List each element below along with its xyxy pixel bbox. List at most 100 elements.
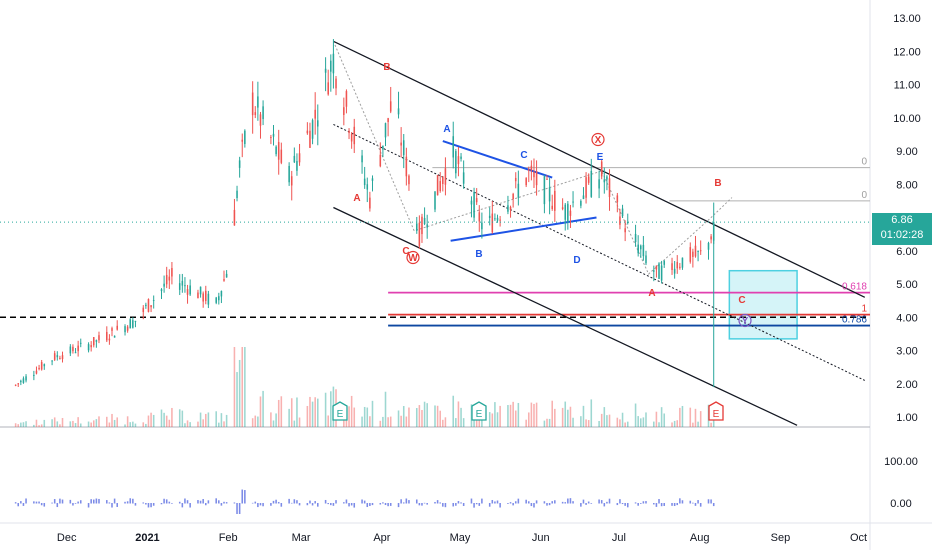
volume-bar [87, 421, 90, 427]
oscillator-bar [603, 503, 606, 507]
candle-body [382, 145, 384, 150]
time-tick: Jun [532, 532, 550, 544]
oscillator-bar [220, 503, 223, 506]
oscillator-axis: 100.00 0.00 [884, 456, 918, 510]
oscillator-tick: 0.00 [890, 498, 911, 510]
oscillator-bar [561, 501, 564, 504]
time-tick: Dec [57, 532, 77, 544]
candle-body [74, 352, 77, 354]
oscillator-bar [56, 503, 59, 508]
oscillator-bar [293, 499, 296, 504]
candle-body [92, 337, 95, 346]
oscillator-bar [290, 502, 293, 504]
volume-bar [491, 413, 494, 427]
volume-bar [616, 417, 619, 427]
candle-body [257, 96, 259, 108]
volume-bar [692, 422, 694, 427]
oscillator-bar [317, 503, 319, 507]
volume-bar [238, 359, 241, 427]
candle-body [79, 342, 82, 344]
price-tick: 9.00 [896, 146, 917, 158]
volume-bar [507, 405, 509, 427]
oscillator-bar [694, 503, 697, 506]
oscillator-bar [397, 503, 400, 508]
candle-body [108, 338, 111, 341]
candle-body [160, 289, 163, 292]
volume-bar [348, 406, 350, 427]
oscillator-bar [639, 503, 642, 504]
volume-bar [124, 424, 126, 427]
volume-bar [400, 415, 402, 427]
volume-bar [488, 412, 491, 427]
volume-bar [186, 420, 189, 427]
candle-body [554, 190, 556, 211]
volume-bar [689, 407, 692, 427]
oscillator-bar [679, 498, 681, 504]
target-zone [728, 269, 798, 340]
volume-bar [580, 416, 582, 427]
candle-body [335, 78, 337, 89]
bar-countdown: 01:02:28 [880, 229, 924, 241]
candle-body [442, 177, 444, 184]
oscillator-bar [624, 503, 626, 506]
oscillator-bar [642, 501, 645, 504]
oscillator-bar [35, 501, 38, 504]
oscillator-bar [165, 499, 168, 504]
candle-body [116, 325, 118, 330]
candle-body [517, 183, 520, 198]
volume-bar [244, 347, 246, 427]
oscillator-bar [525, 499, 527, 504]
oscillator-bar [587, 501, 590, 504]
volume-bar [457, 401, 460, 427]
candle-body [147, 299, 150, 312]
oscillator-bar [33, 501, 35, 504]
oscillator-bar [233, 502, 236, 504]
volume-bar [569, 406, 572, 427]
volume-bar [418, 405, 421, 427]
oscillator-bar [225, 502, 228, 504]
candle-body [564, 204, 567, 220]
oscillator-bar [415, 499, 418, 504]
candle-body [259, 114, 262, 126]
candle-body [145, 304, 147, 307]
oscillator-bar [436, 500, 439, 504]
candle-body [343, 107, 345, 115]
oscillator-bar [626, 503, 629, 508]
oscillator-bar [616, 503, 619, 506]
volume-bar [145, 423, 147, 427]
price-tick: 12.00 [893, 46, 921, 58]
candle-body [397, 108, 400, 115]
volume-bar [306, 405, 309, 427]
time-axis: Dec 2021 Feb Mar Apr May Jun Jul Aug Sep Oct [57, 532, 867, 544]
volume-bar [160, 409, 163, 427]
candle-body [637, 244, 639, 254]
volume-bar [546, 418, 548, 427]
time-tick: Mar [292, 532, 311, 544]
candle-body [533, 172, 535, 178]
candle-body [366, 184, 369, 190]
volume-bar [272, 420, 275, 427]
candle-body [509, 206, 512, 210]
oscillator-bar [53, 499, 56, 504]
candle-body [152, 299, 155, 302]
candle-body [202, 293, 204, 302]
candle-body [327, 82, 329, 95]
candle-body [679, 266, 681, 268]
time-tick: Feb [219, 532, 238, 544]
oscillator-bar [494, 501, 496, 504]
oscillator-bar [280, 503, 283, 507]
volume-bar [142, 422, 145, 427]
volume-bar [251, 418, 254, 427]
volume-bar [434, 405, 436, 427]
oscillator-bar [254, 501, 257, 504]
volume-bar [371, 400, 374, 427]
oscillator-bar [567, 498, 569, 504]
oscillator-bar [569, 498, 572, 504]
candle-body [296, 161, 298, 171]
oscillator-bar [106, 500, 108, 504]
candle-body [473, 192, 475, 218]
oscillator-bar [306, 503, 309, 506]
wave-patterns [332, 41, 733, 275]
volume-bar [53, 417, 56, 427]
